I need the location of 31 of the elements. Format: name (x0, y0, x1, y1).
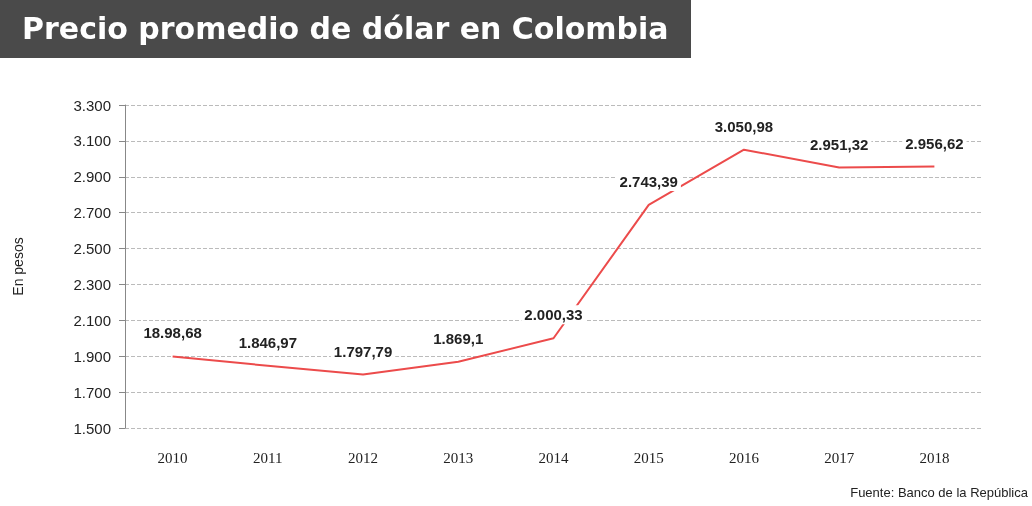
data-label: 3.050,98 (714, 117, 774, 135)
y-tick-label: 3.300 (73, 96, 111, 114)
y-tick-label: 2.100 (73, 311, 111, 329)
chart-title: Precio promedio de dólar en Colombia (0, 0, 691, 58)
y-tick-label: 1.700 (73, 383, 111, 401)
y-tick-label: 2.700 (73, 204, 111, 222)
source-note: Fuente: Banco de la República (850, 485, 1028, 500)
data-label: 2.956,62 (905, 134, 964, 152)
data-label: 2.951,32 (809, 135, 869, 153)
y-tick-label: 3.100 (73, 132, 111, 150)
x-tick-label: 2018 (919, 449, 950, 466)
data-label: 1.797,79 (333, 342, 393, 360)
x-tick-label: 2011 (253, 449, 283, 466)
y-tick-label: 1.900 (73, 347, 111, 365)
y-tick-label: 2.300 (73, 275, 111, 293)
x-tick-label: 2016 (728, 449, 760, 466)
y-axis-title: En pesos (10, 237, 26, 296)
x-tick-label: 2012 (348, 449, 379, 466)
data-label: 2.000,33 (524, 306, 583, 324)
data-label: 2.743,39 (619, 172, 678, 190)
x-tick-label: 2015 (633, 449, 664, 466)
x-tick-label: 2010 (157, 449, 188, 466)
x-tick-label: 2017 (824, 449, 855, 466)
y-tick-label: 1.500 (73, 419, 111, 437)
x-tick-label: 2014 (538, 449, 569, 466)
y-tick-label: 2.500 (73, 240, 111, 258)
data-label: 1.869,1 (433, 329, 484, 347)
y-tick-label: 2.900 (73, 168, 111, 186)
data-label: 1.846,97 (238, 333, 298, 351)
x-tick-label: 2013 (443, 449, 474, 466)
data-label: 18.98,68 (143, 324, 202, 342)
